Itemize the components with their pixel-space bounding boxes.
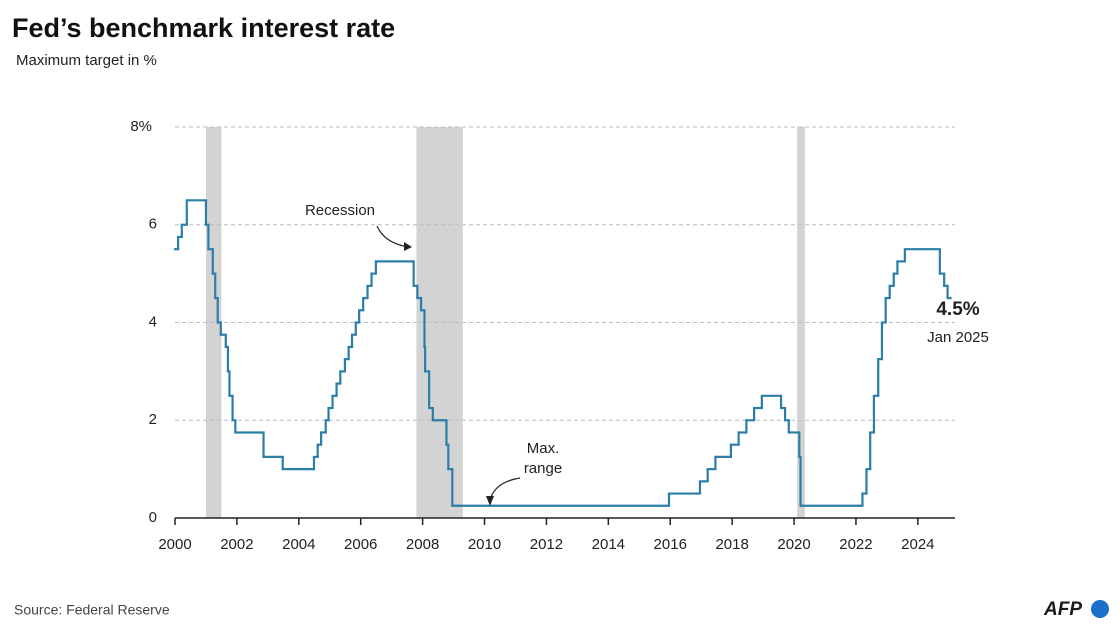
x-tick-label: 2000 bbox=[158, 536, 191, 553]
x-tick-label: 2002 bbox=[220, 536, 253, 553]
annotation: range bbox=[524, 460, 562, 477]
value-label: 4.5% bbox=[936, 299, 979, 320]
x-tick-label: 2014 bbox=[592, 536, 625, 553]
x-tick-label: 2006 bbox=[344, 536, 377, 553]
x-tick-label: 2020 bbox=[777, 536, 810, 553]
logo-dot bbox=[1091, 600, 1109, 618]
chart-subtitle: Maximum target in % bbox=[16, 52, 157, 69]
annotation: Recession bbox=[305, 202, 375, 219]
x-tick-label: 2022 bbox=[839, 536, 872, 553]
x-tick-label: 2016 bbox=[654, 536, 687, 553]
arrow bbox=[489, 477, 521, 501]
y-tick-label: 6 bbox=[149, 216, 157, 233]
x-tick-label: 2024 bbox=[901, 536, 934, 553]
x-tick-label: 2010 bbox=[468, 536, 501, 553]
x-tick-label: 2018 bbox=[715, 536, 748, 553]
plot: 0 2 4 6 8% 2000 2002 2004 2006 2008 2010 2012 2014 20… bbox=[130, 118, 989, 553]
x-tick-label: 2008 bbox=[406, 536, 439, 553]
arrow-head bbox=[404, 242, 412, 251]
y-tick-label: 0 bbox=[149, 509, 157, 526]
annotation: Jan 2025 bbox=[927, 329, 989, 346]
chart-title: Fed’s benchmark interest rate bbox=[12, 13, 395, 43]
source: Source: Federal Reserve bbox=[14, 602, 170, 618]
annotation: Max. bbox=[527, 440, 560, 457]
y-tick-label: 2 bbox=[149, 411, 157, 428]
x-tick-label: 2004 bbox=[282, 536, 315, 553]
y-tick-label: 4 bbox=[149, 313, 157, 330]
arrow-head bbox=[486, 496, 494, 506]
logo: AFP bbox=[1043, 599, 1082, 620]
x-tick-label: 2012 bbox=[530, 536, 563, 553]
y-tick-label: 8% bbox=[130, 118, 152, 135]
